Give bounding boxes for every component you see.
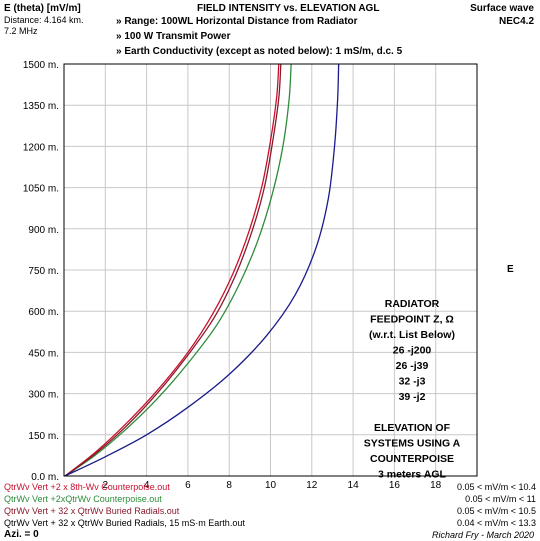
legend-entry-2: QtrWv Vert +2xQtrWv Counterpoise.out — [4, 494, 162, 504]
x-tick-label: 4 — [144, 480, 150, 491]
series-line-1 — [64, 63, 280, 477]
x-tick-label: 10 — [265, 480, 277, 491]
annotation-line: 3 meters AGL — [378, 469, 446, 481]
x-tick-label: 16 — [389, 480, 401, 491]
x-tick-label: 18 — [430, 480, 442, 491]
y-tick-label: 450 m. — [28, 348, 59, 359]
y-tick-label: 600 m. — [28, 307, 59, 318]
y-tick-label: 900 m. — [28, 225, 59, 236]
bullet-range: » Range: 100WL Horizontal Distance from … — [116, 16, 358, 27]
annotation-line: 26 -j200 — [393, 345, 432, 357]
bullet-conductivity: » Earth Conductivity (except as noted be… — [116, 46, 403, 57]
annotation-line: SYSTEMS USING A — [364, 438, 461, 450]
series-line-2 — [64, 63, 292, 477]
x-tick-label: 6 — [185, 480, 191, 491]
y-axis-unit-label: E (theta) [mV/m] — [4, 3, 81, 14]
y-tick-label: 1500 m. — [23, 60, 59, 71]
chart-grid — [64, 64, 477, 476]
y-tick-label: 150 m. — [28, 431, 59, 442]
feedpoint-annotation: RADIATOR FEEDPOINT Z, Ω (w.r.t. List Below… — [364, 298, 461, 481]
x-tick-label: 12 — [306, 480, 318, 491]
x-tick-label: 2 — [103, 480, 109, 491]
wave-type-label: Surface wave — [470, 3, 534, 14]
legend-entry-4: QtrWv Vert + 32 x QtrWv Buried Radials, … — [4, 518, 245, 528]
y-tick-label: 1200 m. — [23, 142, 59, 153]
annotation-line: 26 -j39 — [396, 360, 429, 372]
x-tick-label: 14 — [348, 480, 360, 491]
y-tick-label: 300 m. — [28, 390, 59, 401]
series-line-3 — [64, 63, 282, 477]
y-tick-label: 750 m. — [28, 266, 59, 277]
annotation-line: ELEVATION OF — [374, 422, 451, 434]
frequency-label: 7.2 MHz — [4, 26, 38, 36]
right-axis-label: E — [507, 264, 514, 275]
annotation-line: FEEDPOINT Z, Ω — [370, 314, 454, 326]
bullet-power: » 100 W Transmit Power — [116, 31, 231, 42]
distance-label: Distance: 4.164 km. — [4, 15, 84, 25]
legend-range-2: 0.05 < mV/m < 11 — [465, 494, 536, 504]
chart-title: FIELD INTENSITY vs. ELEVATION AGL — [197, 3, 380, 14]
y-tick-label: 1050 m. — [23, 184, 59, 195]
chart-series — [64, 63, 340, 477]
legend-entry-3: QtrWv Vert + 32 x QtrWv Buried Radials.o… — [4, 506, 180, 516]
series-line-4 — [64, 63, 340, 477]
legend-range-4: 0.04 < mV/m < 13.3 — [456, 518, 536, 528]
y-tick-label: 1350 m. — [23, 101, 59, 112]
annotation-line: (w.r.t. List Below) — [369, 329, 455, 341]
credit-label: Richard Fry - March 2020 — [431, 530, 534, 540]
legend-range-3: 0.05 < mV/m < 10.5 — [456, 506, 536, 516]
plot-frame — [63, 63, 478, 477]
legend-range-1: 0.05 < mV/m < 10.4 — [456, 482, 536, 492]
annotation-line: COUNTERPOISE — [370, 453, 454, 465]
annotation-line: RADIATOR — [385, 298, 440, 310]
chart-ticks: 2 4 6 8 10 12 14 16 18 0.0 m. 150 m. 300 m. 450 m. 60… — [23, 60, 442, 491]
legend-entry-1: QtrWv Vert +2 x 8th-Wv Counterpoise.out — [4, 482, 170, 492]
annotation-line: 32 -j3 — [399, 376, 426, 388]
y-tick-label: 0.0 m. — [31, 472, 59, 483]
azimuth-label: Azi. = 0 — [4, 529, 39, 540]
annotation-line: 39 -j2 — [399, 391, 426, 403]
x-tick-label: 8 — [226, 480, 232, 491]
program-label: NEC4.2 — [498, 16, 534, 27]
